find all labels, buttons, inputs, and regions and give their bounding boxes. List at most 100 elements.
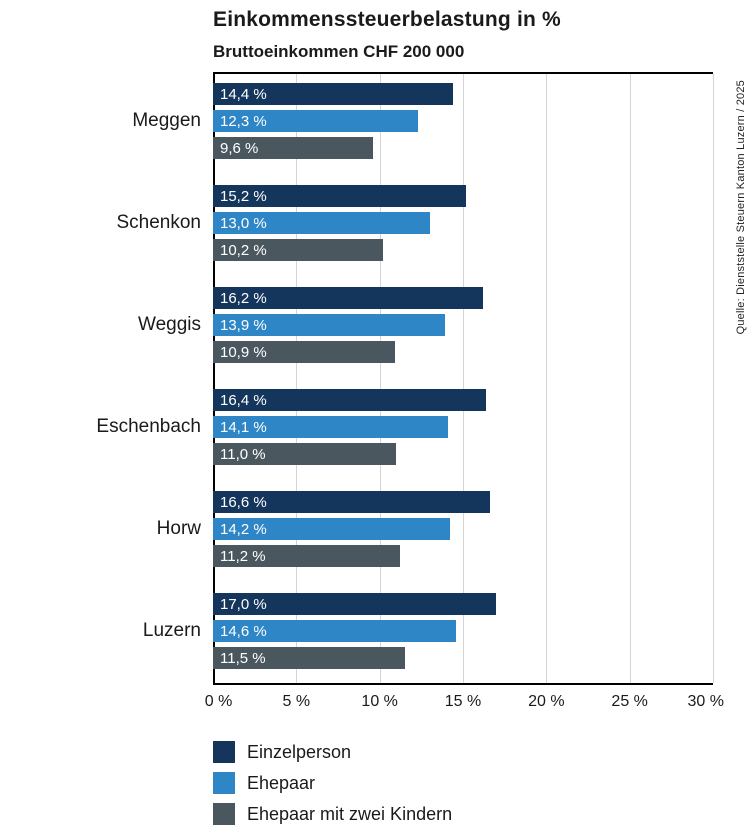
bar: 13,9 % bbox=[213, 314, 445, 336]
legend-swatch bbox=[213, 741, 235, 763]
bar-value-label: 13,0 % bbox=[220, 214, 267, 232]
x-axis: 0 % 5 % 10 % 15 % 20 % 25 % 30 % bbox=[205, 685, 724, 715]
gridline bbox=[213, 74, 215, 683]
plot-area: Meggen 14,4 % 12,3 % 9,6 % Schenkon 15,2 % 13,… bbox=[96, 72, 714, 685]
bar: 14,4 % bbox=[213, 83, 453, 105]
bar-value-label: 10,9 % bbox=[220, 343, 267, 361]
bar-row: 16,6 % bbox=[213, 491, 713, 513]
category-label: Luzern bbox=[142, 620, 201, 641]
bar-row: 10,9 % bbox=[213, 341, 713, 363]
legend-label: Ehepaar mit zwei Kindern bbox=[247, 803, 453, 824]
bar: 9,6 % bbox=[213, 137, 373, 159]
category-label-column bbox=[0, 72, 213, 685]
bar: 14,2 % bbox=[213, 518, 450, 540]
bar-row: 17,0 % bbox=[213, 593, 713, 615]
bar: 17,0 % bbox=[213, 593, 497, 615]
legend-label: Einzelperson bbox=[247, 741, 352, 762]
bar-row: 13,9 % bbox=[213, 314, 713, 336]
bar-row: 14,4 % bbox=[213, 83, 713, 105]
gridline bbox=[296, 74, 298, 683]
bar: 16,2 % bbox=[213, 287, 483, 309]
bar-group: Schenkon 15,2 % 13,0 % 10,2 % bbox=[116, 185, 713, 261]
bar-row: 12,3 % bbox=[213, 110, 713, 132]
bar: 12,3 % bbox=[213, 110, 418, 132]
legend: Einzelperson Ehepaar Ehepaar mit zwei Kind… bbox=[213, 741, 753, 825]
bar-row: 16,4 % bbox=[213, 389, 713, 411]
plot-wrap: Meggen 14,4 % 12,3 % 9,6 % Schenkon 15,2 % 13,… bbox=[96, 72, 714, 685]
gridline bbox=[629, 74, 631, 683]
bar-row: 11,5 % bbox=[213, 647, 713, 669]
chart-header: Einkommenssteuerbelastung in % Bruttoein… bbox=[213, 8, 753, 62]
x-tick-label: 20 % bbox=[528, 693, 565, 710]
bar-row: 9,6 % bbox=[213, 137, 713, 159]
bar-value-label: 17,0 % bbox=[220, 595, 267, 613]
bar-value-label: 13,9 % bbox=[220, 316, 267, 334]
bar-row: 10,2 % bbox=[213, 239, 713, 261]
bar-value-label: 12,3 % bbox=[220, 112, 267, 130]
chart-subtitle: Bruttoeinkommen CHF 200 000 bbox=[213, 42, 465, 61]
bar-group: Eschenbach 16,4 % 14,1 % 11,0 % bbox=[96, 389, 713, 465]
bar: 11,5 % bbox=[213, 647, 405, 669]
chart-title: Einkommenssteuerbelastung in % bbox=[213, 8, 561, 31]
bar-group: Luzern 17,0 % 14,6 % 11,5 % bbox=[143, 593, 713, 669]
category-label: Meggen bbox=[132, 110, 201, 131]
bar: 14,1 % bbox=[213, 416, 448, 438]
bar-value-label: 16,4 % bbox=[220, 391, 267, 409]
bar: 11,0 % bbox=[213, 443, 397, 465]
bar: 11,2 % bbox=[213, 545, 400, 567]
gridline bbox=[379, 74, 381, 683]
bar-row: 13,0 % bbox=[213, 212, 713, 234]
bar: 10,9 % bbox=[213, 341, 395, 363]
bar-value-label: 14,4 % bbox=[220, 85, 267, 103]
bar: 13,0 % bbox=[213, 212, 430, 234]
bar-row: 16,2 % bbox=[213, 287, 713, 309]
gridline bbox=[713, 74, 714, 683]
legend-item: Einzelperson bbox=[213, 741, 753, 763]
bar-value-label: 11,5 % bbox=[220, 649, 266, 667]
bar-value-label: 16,6 % bbox=[220, 493, 267, 511]
legend-swatch bbox=[213, 803, 235, 825]
bar-row: 11,0 % bbox=[213, 443, 713, 465]
bar-value-label: 16,2 % bbox=[220, 289, 267, 307]
bar: 16,6 % bbox=[213, 491, 490, 513]
gridline bbox=[546, 74, 548, 683]
legend-label: Ehepaar bbox=[247, 772, 316, 793]
bar-value-label: 9,6 % bbox=[220, 139, 259, 157]
bar: 14,6 % bbox=[213, 620, 457, 642]
gridline bbox=[463, 74, 464, 683]
bar: 15,2 % bbox=[213, 185, 467, 207]
bar-value-label: 10,2 % bbox=[220, 241, 267, 259]
chart-body: Meggen 14,4 % 12,3 % 9,6 % Schenkon 15,2 % 13,… bbox=[0, 72, 753, 685]
x-tick-label: 0 % bbox=[204, 693, 233, 710]
x-tick-label: 30 % bbox=[687, 693, 724, 710]
legend-item: Ehepaar bbox=[213, 772, 753, 794]
bar-value-label: 14,2 % bbox=[220, 520, 267, 538]
x-tick-label: 15 % bbox=[444, 693, 482, 710]
bar-value-label: 11,0 % bbox=[220, 445, 266, 463]
bar-group: Meggen 14,4 % 12,3 % 9,6 % bbox=[132, 83, 713, 159]
bar-row: 11,2 % bbox=[213, 545, 713, 567]
legend-swatch bbox=[213, 772, 235, 794]
bar: 10,2 % bbox=[213, 239, 383, 261]
bar-value-label: 15,2 % bbox=[220, 187, 267, 205]
x-tick-label: 25 % bbox=[611, 693, 648, 710]
legend-item: Ehepaar mit zwei Kindern bbox=[213, 803, 753, 825]
bar-row: 14,1 % bbox=[213, 416, 713, 438]
bar-row: 15,2 % bbox=[213, 185, 713, 207]
x-tick-label: 5 % bbox=[282, 693, 311, 710]
bar-group: Weggis 16,2 % 13,9 % 10,9 % bbox=[138, 287, 713, 363]
bar-value-label: 14,1 % bbox=[220, 418, 267, 436]
category-label: Eschenbach bbox=[96, 416, 201, 437]
bar: 16,4 % bbox=[213, 389, 487, 411]
bar-row: 14,2 % bbox=[213, 518, 713, 540]
source-note: Quelle: Dienststelle Steuern Kanton Luze… bbox=[735, 80, 747, 335]
bar-value-label: 14,6 % bbox=[220, 622, 267, 640]
bar-group: Horw 16,6 % 14,2 % 11,2 % bbox=[157, 491, 713, 567]
x-tick-label: 10 % bbox=[361, 693, 398, 710]
category-label: Weggis bbox=[137, 314, 201, 335]
bar-value-label: 11,2 % bbox=[220, 547, 266, 565]
bar-row: 14,6 % bbox=[213, 620, 713, 642]
category-label: Schenkon bbox=[116, 212, 201, 233]
category-label: Horw bbox=[156, 518, 201, 539]
